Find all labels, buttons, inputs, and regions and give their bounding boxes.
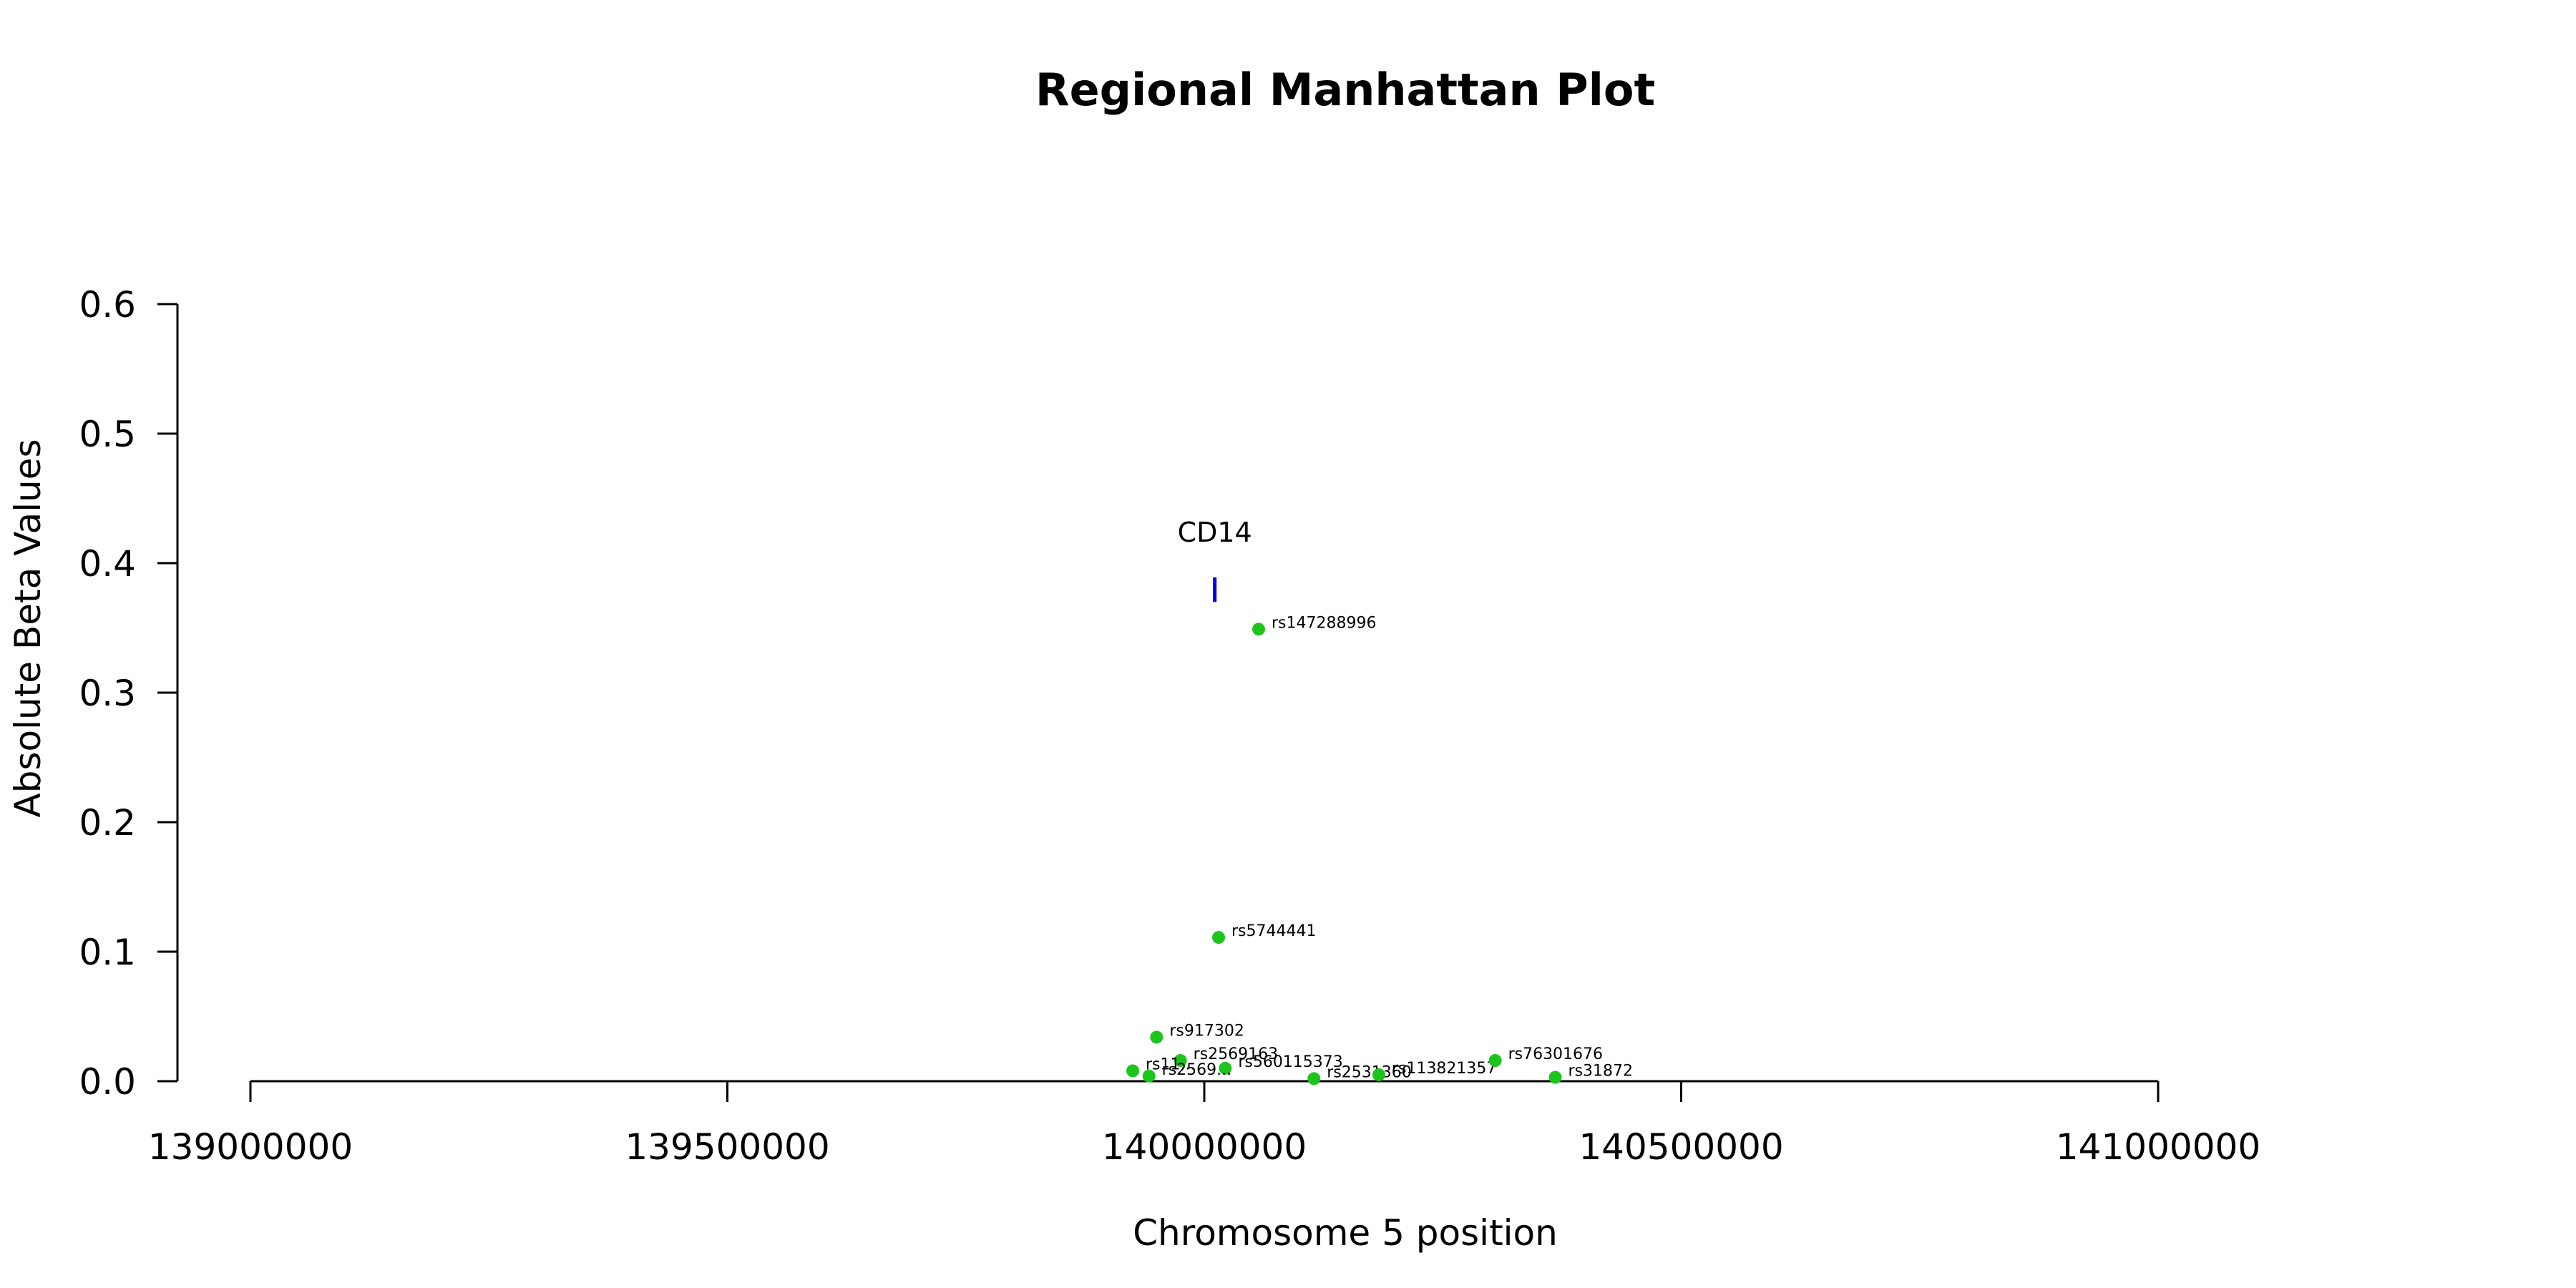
data-points: rs147288996 rs5744441 rs917302 rs2569163rs5… bbox=[1126, 614, 1633, 1085]
y-axis-ticks: 0.0 0.1 0.2 0.3 0.4 0.5 0.6 bbox=[79, 284, 177, 1103]
snp-point bbox=[1488, 1054, 1502, 1068]
x-tick-label: 139000000 bbox=[148, 1126, 353, 1168]
gene-marker: CD14 bbox=[1178, 517, 1252, 602]
snp-point bbox=[1372, 1068, 1385, 1081]
y-tick-label: 0.2 bbox=[79, 802, 136, 844]
snp-label: rs113821357 bbox=[1392, 1060, 1496, 1078]
snp-label: rs2569163 bbox=[1194, 1045, 1279, 1063]
x-tick-label: 141000000 bbox=[2056, 1126, 2260, 1168]
x-axis-label: Chromosome 5 position bbox=[1133, 1212, 1558, 1254]
chart-title: Regional Manhattan Plot bbox=[1035, 64, 1655, 116]
snp-label: rs11... bbox=[1146, 1056, 1195, 1074]
snp-point bbox=[1211, 931, 1225, 945]
y-tick-label: 0.0 bbox=[79, 1061, 136, 1103]
snp-point bbox=[1307, 1072, 1321, 1085]
snp-label: rs31872 bbox=[1568, 1063, 1634, 1080]
snp-point bbox=[1150, 1030, 1163, 1044]
x-axis-ticks: 139000000 139500000 140000000 140500000 1410… bbox=[148, 1081, 2260, 1168]
snp-point bbox=[1126, 1064, 1140, 1078]
y-tick-label: 0.6 bbox=[79, 284, 136, 326]
y-axis-label: Absolute Beta Values bbox=[7, 439, 49, 818]
snp-point bbox=[1142, 1069, 1156, 1083]
snp-point bbox=[1252, 623, 1265, 636]
y-tick-label: 0.5 bbox=[79, 414, 136, 455]
snp-label: rs2531360 bbox=[1327, 1063, 1412, 1081]
y-tick-label: 0.4 bbox=[79, 543, 136, 585]
snp-label: rs76301676 bbox=[1508, 1045, 1603, 1063]
snp-label: rs2569... bbox=[1162, 1061, 1231, 1079]
gene-label: CD14 bbox=[1178, 517, 1252, 548]
y-tick-label: 0.3 bbox=[79, 673, 136, 714]
snp-label: rs917302 bbox=[1169, 1022, 1244, 1040]
snp-point bbox=[1174, 1054, 1187, 1068]
snp-point bbox=[1548, 1070, 1562, 1084]
x-tick-label: 140500000 bbox=[1579, 1126, 1783, 1168]
snp-label: rs5744441 bbox=[1231, 922, 1317, 940]
snp-label: rs560115373 bbox=[1238, 1053, 1342, 1071]
snp-point bbox=[1219, 1061, 1232, 1075]
snp-label: rs147288996 bbox=[1272, 614, 1376, 632]
x-tick-label: 140000000 bbox=[1102, 1126, 1307, 1168]
y-tick-label: 0.1 bbox=[79, 932, 136, 973]
x-tick-label: 139500000 bbox=[625, 1126, 829, 1168]
